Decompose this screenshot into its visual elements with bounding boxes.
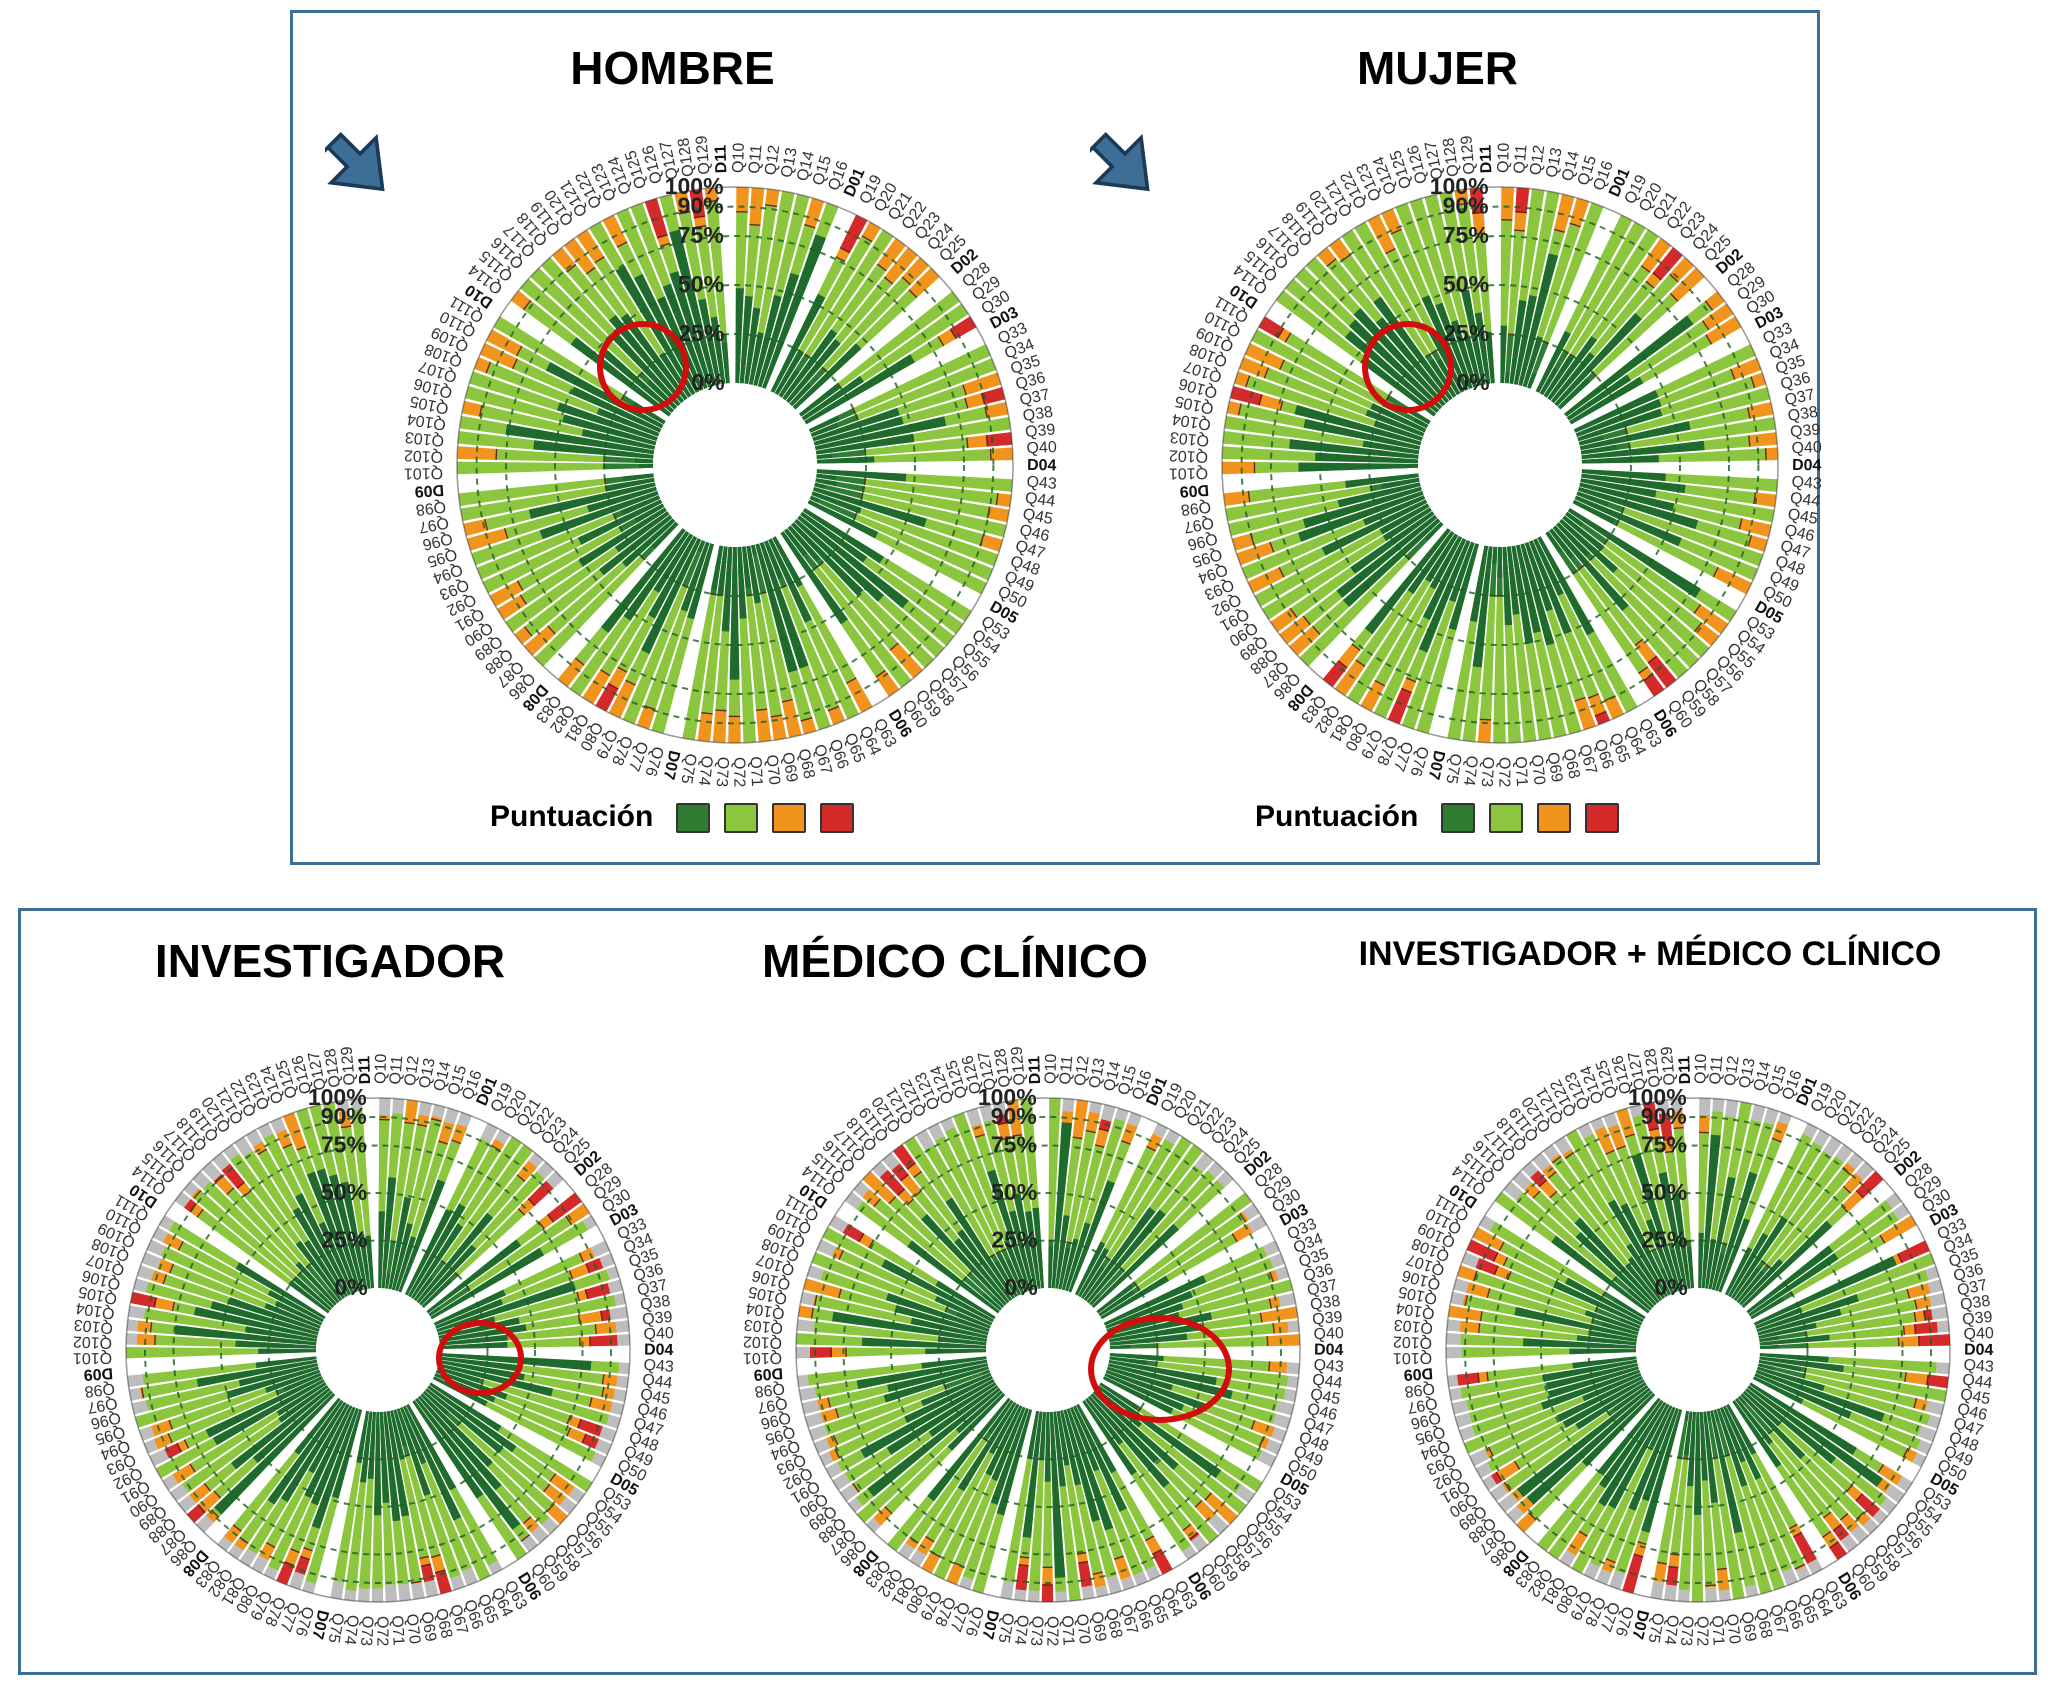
svg-text:D04: D04 [644, 1341, 674, 1358]
svg-text:75%: 75% [678, 222, 724, 248]
svg-text:Q101: Q101 [404, 464, 443, 481]
svg-text:75%: 75% [991, 1132, 1037, 1158]
svg-text:Q39: Q39 [1024, 421, 1056, 441]
svg-text:Q40: Q40 [1313, 1325, 1344, 1343]
svg-text:Q40: Q40 [643, 1325, 674, 1343]
svg-text:Q10: Q10 [1495, 142, 1513, 173]
svg-text:50%: 50% [1641, 1179, 1687, 1205]
svg-text:D04: D04 [1027, 457, 1057, 474]
svg-text:25%: 25% [1641, 1227, 1687, 1253]
svg-text:D11: D11 [712, 144, 730, 173]
svg-text:0%: 0% [1654, 1274, 1687, 1300]
svg-text:Q101: Q101 [1169, 464, 1208, 481]
svg-text:75%: 75% [321, 1132, 367, 1158]
svg-text:D04: D04 [1314, 1341, 1344, 1358]
svg-text:Q72: Q72 [1495, 757, 1512, 787]
svg-text:Q40: Q40 [1791, 439, 1822, 457]
svg-text:D11: D11 [1676, 1055, 1694, 1084]
svg-text:50%: 50% [1443, 271, 1489, 297]
svg-text:25%: 25% [678, 320, 724, 346]
svg-text:Q40: Q40 [1026, 439, 1057, 457]
svg-text:75%: 75% [1443, 222, 1489, 248]
svg-text:D04: D04 [1964, 1341, 1994, 1358]
svg-text:Q71: Q71 [1512, 756, 1531, 787]
svg-text:Q129: Q129 [1458, 135, 1478, 176]
svg-text:Q98: Q98 [415, 498, 447, 519]
svg-text:75%: 75% [1641, 1132, 1687, 1158]
svg-text:0%: 0% [1456, 369, 1489, 395]
svg-text:50%: 50% [991, 1179, 1037, 1205]
svg-text:0%: 0% [334, 1274, 367, 1300]
svg-text:Q39: Q39 [1789, 421, 1821, 441]
svg-text:50%: 50% [321, 1179, 367, 1205]
svg-text:50%: 50% [678, 271, 724, 297]
svg-text:25%: 25% [991, 1227, 1037, 1253]
svg-text:Q98: Q98 [1180, 498, 1212, 519]
svg-text:D09: D09 [1179, 481, 1210, 500]
svg-text:0%: 0% [1004, 1274, 1037, 1300]
svg-text:Q129: Q129 [693, 135, 713, 176]
svg-text:Q72: Q72 [730, 757, 747, 787]
svg-text:D09: D09 [1403, 1364, 1434, 1383]
svg-text:25%: 25% [1443, 320, 1489, 346]
svg-text:25%: 25% [321, 1227, 367, 1253]
svg-text:D11: D11 [1026, 1055, 1044, 1084]
svg-text:D04: D04 [1792, 457, 1822, 474]
svg-text:Q10: Q10 [730, 142, 748, 173]
svg-text:D09: D09 [753, 1364, 784, 1383]
svg-text:D09: D09 [83, 1364, 114, 1383]
svg-text:D11: D11 [356, 1055, 374, 1084]
svg-text:D11: D11 [1477, 144, 1495, 173]
svg-text:0%: 0% [691, 369, 724, 395]
svg-text:D09: D09 [414, 481, 445, 500]
svg-text:Q40: Q40 [1963, 1325, 1994, 1343]
svg-text:Q71: Q71 [747, 756, 766, 787]
